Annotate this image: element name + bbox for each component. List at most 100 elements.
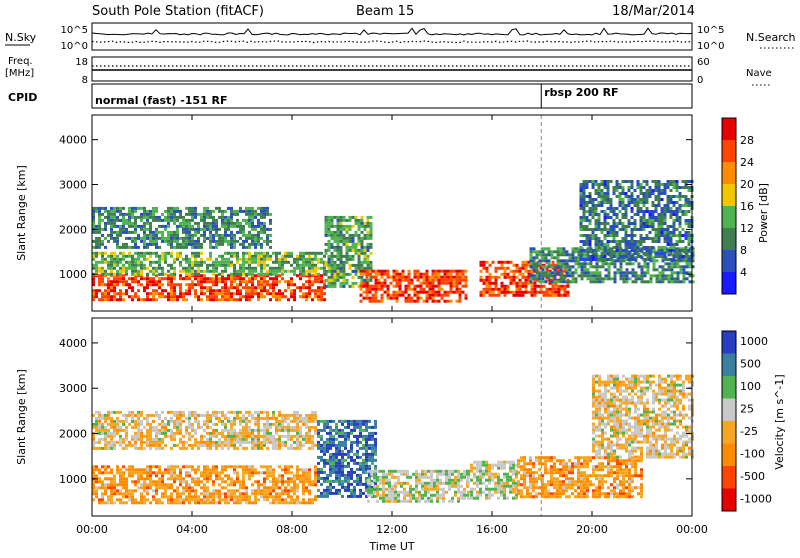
heatmap-cell [596,274,599,277]
heatmap-cell [363,282,366,285]
heatmap-cell [215,465,218,468]
heatmap-cell [346,279,349,282]
heatmap-cell [221,465,224,468]
heatmap-cell [188,432,191,435]
heatmap-cell [423,282,426,285]
heatmap-cell [131,280,134,283]
heatmap-cell [206,237,209,240]
heatmap-cell [107,292,110,295]
heatmap-cell [284,270,287,273]
heatmap-cell [236,447,239,450]
heatmap-cell [302,273,305,276]
heatmap-cell [284,280,287,283]
heatmap-cell [140,255,143,258]
heatmap-cell [149,264,152,267]
heatmap-cell [116,270,119,273]
heatmap-cell [296,435,299,438]
heatmap-cell [320,292,323,295]
heatmap-cell [275,298,278,301]
noise-left-label: N.Sky [5,31,37,44]
heatmap-cell [173,298,176,301]
heatmap-cell [203,495,206,498]
heatmap-cell [531,288,534,291]
heatmap-cell [266,280,269,283]
heatmap-cell [188,492,191,495]
heatmap-cell [613,228,616,231]
heatmap-cell [293,483,296,486]
heatmap-cell [673,180,676,183]
heatmap-cell [269,495,272,498]
heatmap-cell [343,267,346,270]
heatmap-cell [655,210,658,213]
heatmap-cell [598,186,601,189]
heatmap-cell [465,285,468,288]
heatmap-cell [191,283,194,286]
heatmap-cell [215,264,218,267]
heatmap-cell [284,498,287,501]
heatmap-cell [685,249,688,252]
heatmap-cell [155,411,158,414]
heatmap-cell [254,252,257,255]
heatmap-cell [266,468,269,471]
heatmap-cell [236,441,239,444]
heatmap-cell [667,210,670,213]
heatmap-cell [155,444,158,447]
heatmap-cell [393,294,396,297]
heatmap-cell [227,483,230,486]
heatmap-cell [197,246,200,249]
heatmap-cell [98,486,101,489]
heatmap-cell [206,267,209,270]
heatmap-cell [465,276,468,279]
heatmap-cell [230,420,233,423]
heatmap-cell [649,237,652,240]
heatmap-cell [110,420,113,423]
heatmap-cell [260,444,263,447]
heatmap-cell [614,277,617,280]
heatmap-cell [155,207,158,210]
heatmap-cell [281,292,284,295]
heatmap-cell [161,231,164,234]
heatmap-cell [332,444,335,447]
heatmap-cell [314,480,317,483]
heatmap-cell [161,411,164,414]
heatmap-cell [179,483,182,486]
heatmap-cell [429,285,432,288]
heatmap-cell [227,240,230,243]
heatmap-cell [113,219,116,222]
freq-label-line2: [MHz] [5,68,34,79]
heatmap-cell [358,222,361,225]
heatmap-cell [595,198,598,201]
heatmap-cell [257,411,260,414]
heatmap-cell [167,283,170,286]
heatmap-cell [483,267,486,270]
heatmap-cell [164,240,167,243]
heatmap-cell [125,292,128,295]
heatmap-cell [200,438,203,441]
heatmap-cell [311,267,314,270]
heatmap-cell [155,501,158,504]
heatmap-cell [200,471,203,474]
heatmap-cell [101,267,104,270]
heatmap-cell [581,268,584,271]
heatmap-cell [155,274,158,277]
heatmap-cell [269,240,272,243]
heatmap-cell [149,210,152,213]
heatmap-cell [173,216,176,219]
heatmap-cell [447,279,450,282]
heatmap-cell [329,432,332,435]
heatmap-cell [131,492,134,495]
heatmap-cell [631,216,634,219]
heatmap-cell [604,183,607,186]
heatmap-cell [679,258,682,261]
heatmap-cell [122,219,125,222]
heatmap-cell [674,280,677,283]
heatmap-cell [104,492,107,495]
heatmap-cell [218,234,221,237]
heatmap-cell [110,438,113,441]
heatmap-cell [340,219,343,222]
heatmap-cell [444,300,447,303]
heatmap-cell [366,282,369,285]
heatmap-cell [149,465,152,468]
heatmap-cell [340,249,343,252]
heatmap-cell [125,243,128,246]
